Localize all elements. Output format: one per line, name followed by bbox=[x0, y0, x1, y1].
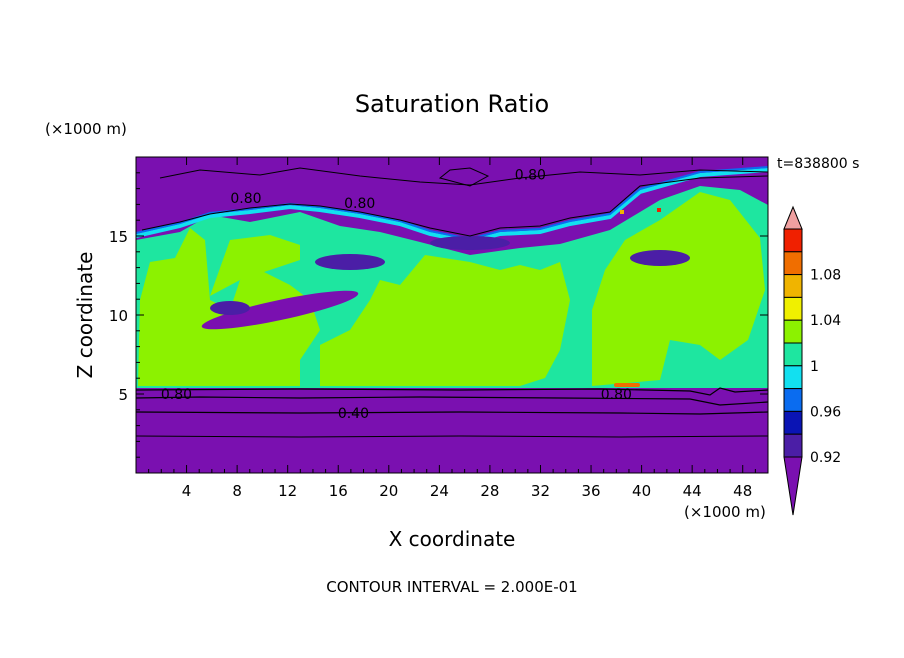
supersaturated-spot-3 bbox=[657, 208, 661, 212]
colorbar-label: 1.04 bbox=[810, 313, 841, 329]
contour-line bbox=[141, 175, 768, 237]
contour-label: 0.80 bbox=[230, 191, 261, 207]
y-tick-label: 15 bbox=[109, 228, 128, 246]
x-tick-label: 36 bbox=[581, 482, 600, 500]
field-region-lower-dry bbox=[136, 388, 768, 473]
dry-pocket-1 bbox=[201, 290, 359, 330]
field-region-lime-2 bbox=[320, 255, 570, 386]
contour-label: 0.80 bbox=[344, 196, 375, 212]
contour-line bbox=[136, 411, 768, 415]
supersaturated-spot-2 bbox=[620, 210, 624, 214]
colorbar-band bbox=[783, 410, 803, 435]
colorbar-band bbox=[783, 342, 803, 367]
colorbar-label: 0.92 bbox=[810, 450, 841, 466]
field-region-upper-dry bbox=[136, 157, 768, 240]
x-tick-label: 12 bbox=[278, 482, 297, 500]
dry-pocket-2 bbox=[315, 254, 385, 270]
x-unit-label: (×1000 m) bbox=[684, 503, 766, 521]
colorbar-band bbox=[783, 433, 803, 458]
colorbar-band bbox=[783, 228, 803, 253]
colorbar-band bbox=[783, 274, 803, 298]
contour-label: 0.40 bbox=[338, 406, 369, 422]
contour-label: 0.80 bbox=[515, 167, 546, 183]
dry-pocket-5 bbox=[210, 301, 250, 315]
time-label: t=838800 s bbox=[777, 156, 859, 172]
x-tick-label: 16 bbox=[329, 482, 348, 500]
colorbar-max-arrow bbox=[783, 205, 803, 230]
colorbar-band bbox=[783, 296, 803, 321]
colorbar: 0.92 0.96 1 1.04 1.08 bbox=[783, 205, 841, 516]
x-tick-label: 4 bbox=[182, 482, 192, 500]
colorbar-label: 1 bbox=[810, 359, 819, 375]
colorbar-min-arrow bbox=[783, 456, 803, 516]
x-tick-label: 8 bbox=[232, 482, 242, 500]
x-axis: 4 8 12 16 20 24 28 32 36 40 44 48 bbox=[148, 157, 756, 500]
colorbar-label: 1.08 bbox=[810, 268, 841, 284]
x-tick-label: 44 bbox=[683, 482, 702, 500]
field-region-lime-3 bbox=[592, 192, 765, 386]
contour-line bbox=[136, 435, 768, 438]
contour-label: 0.80 bbox=[161, 387, 192, 403]
contour-label: 0.80 bbox=[601, 387, 632, 403]
field-region-lime-1 bbox=[138, 228, 320, 386]
y-axis: 5 10 15 bbox=[109, 172, 768, 458]
colorbar-band bbox=[783, 388, 803, 412]
x-axis-title: X coordinate bbox=[389, 527, 516, 551]
dry-pocket-4 bbox=[630, 250, 690, 266]
colorbar-band bbox=[783, 251, 803, 276]
x-tick-label: 48 bbox=[733, 482, 752, 500]
contour-line bbox=[136, 396, 768, 406]
chart-title: Saturation Ratio bbox=[355, 90, 549, 118]
field-layer: 0.80 0.80 0.80 0.80 0.80 0.40 bbox=[136, 157, 768, 473]
colorbar-label: 0.96 bbox=[810, 404, 841, 420]
contour-interval-label: CONTOUR INTERVAL = 2.000E-01 bbox=[326, 578, 577, 596]
colorbar-band bbox=[783, 319, 803, 344]
y-tick-label: 10 bbox=[109, 307, 128, 325]
x-tick-label: 32 bbox=[531, 482, 550, 500]
y-axis-title: Z coordinate bbox=[73, 252, 97, 379]
field-region-cyan-edge bbox=[136, 168, 768, 245]
dry-pocket-3 bbox=[430, 236, 510, 250]
y-tick-label: 5 bbox=[118, 386, 128, 404]
x-tick-label: 40 bbox=[632, 482, 651, 500]
contour-line bbox=[159, 167, 768, 186]
x-tick-label: 28 bbox=[480, 482, 499, 500]
supersaturated-spot bbox=[614, 383, 640, 387]
y-unit-label: (×1000 m) bbox=[45, 120, 127, 138]
colorbar-band bbox=[783, 365, 803, 390]
contour-line bbox=[136, 387, 768, 396]
x-tick-label: 24 bbox=[430, 482, 449, 500]
x-tick-label: 20 bbox=[379, 482, 398, 500]
contour-line bbox=[438, 167, 490, 187]
field-region-lime-4 bbox=[210, 235, 300, 296]
